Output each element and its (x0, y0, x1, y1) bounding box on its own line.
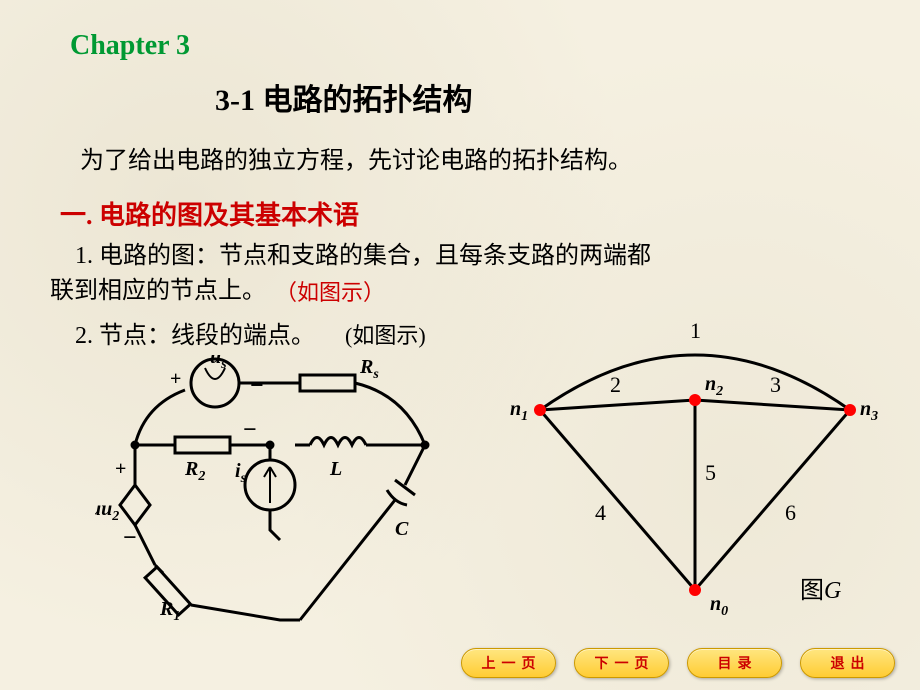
definition-1-line2: 联到相应的节点上。 (50, 270, 266, 305)
edge-label-3: 3 (770, 372, 781, 397)
edge-label-6: 6 (785, 500, 796, 525)
page-title: 3-1 电路的拓扑结构 (215, 75, 473, 119)
chapter-label: Chapter 3 (70, 30, 190, 62)
node-n2 (689, 394, 701, 406)
node-label-n1: n1 (510, 398, 528, 424)
label-C: C (395, 518, 409, 540)
edge-label-4: 4 (595, 500, 606, 525)
edge-label-1: 1 (690, 320, 701, 343)
label-plus-2: + (115, 458, 126, 480)
label-minus-3: − (123, 525, 137, 551)
edge-label-2: 2 (610, 372, 621, 397)
edge-label-5: 5 (705, 460, 716, 485)
prev-button[interactable]: 上一页 (461, 648, 556, 678)
node-label-n3: n3 (860, 398, 878, 424)
label-R1: R1 (159, 598, 180, 624)
node-n3 (844, 404, 856, 416)
intro-text: 为了给出电路的独立方程，先讨论电路的拓扑结构。 (80, 140, 632, 175)
definition-2: 2. 节点：线段的端点。 (75, 315, 315, 350)
label-Rs: Rs (359, 356, 379, 382)
node-n1 (534, 404, 546, 416)
graph-caption: 图G (800, 578, 841, 604)
node-label-n0: n0 (710, 593, 728, 619)
toc-button[interactable]: 目录 (687, 648, 782, 678)
node-label-n2: n2 (705, 373, 723, 399)
label-minus-1: − (250, 373, 264, 399)
exit-button[interactable]: 退出 (800, 648, 895, 678)
label-R2: R2 (184, 458, 205, 484)
definition-1-line1: 1. 电路的图：节点和支路的集合，且每条支路的两端都 (75, 235, 651, 270)
label-plus-1: + (170, 368, 181, 390)
label-L: L (329, 458, 342, 480)
label-muu2: μu2 (95, 498, 119, 524)
label-is: is (235, 460, 247, 486)
definition-1-ref: （如图示） (275, 275, 385, 307)
nav-bar: 上一页 下一页 目录 退出 (461, 648, 895, 678)
circuit-diagram: us + − Rs R2 − is L C + μu2 − R1 (95, 355, 465, 645)
label-minus-2: − (243, 417, 257, 443)
label-us: us (210, 355, 227, 372)
node-n0 (689, 584, 701, 596)
definition-2-ref: (如图示) (345, 318, 426, 350)
graph-diagram: 1 2 3 4 5 6 n1 n2 n3 n0 图G (510, 320, 890, 630)
next-button[interactable]: 下一页 (574, 648, 669, 678)
section-heading: 一. 电路的图及其基本术语 (60, 195, 359, 232)
